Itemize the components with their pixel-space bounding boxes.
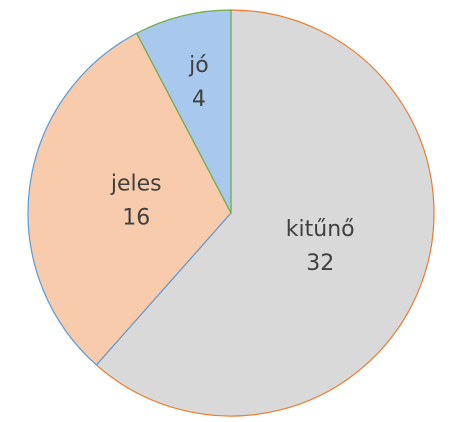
slice-value: 16 xyxy=(122,205,150,230)
slice-label: jó xyxy=(188,53,209,78)
slice-label: kitűnő xyxy=(286,217,355,242)
pie-slice xyxy=(27,32,232,366)
pie-slice xyxy=(135,9,232,214)
slice-label: jeles xyxy=(110,171,162,196)
pie-slice xyxy=(95,9,435,417)
slice-value: 4 xyxy=(192,87,206,112)
slice-value: 32 xyxy=(306,251,334,276)
